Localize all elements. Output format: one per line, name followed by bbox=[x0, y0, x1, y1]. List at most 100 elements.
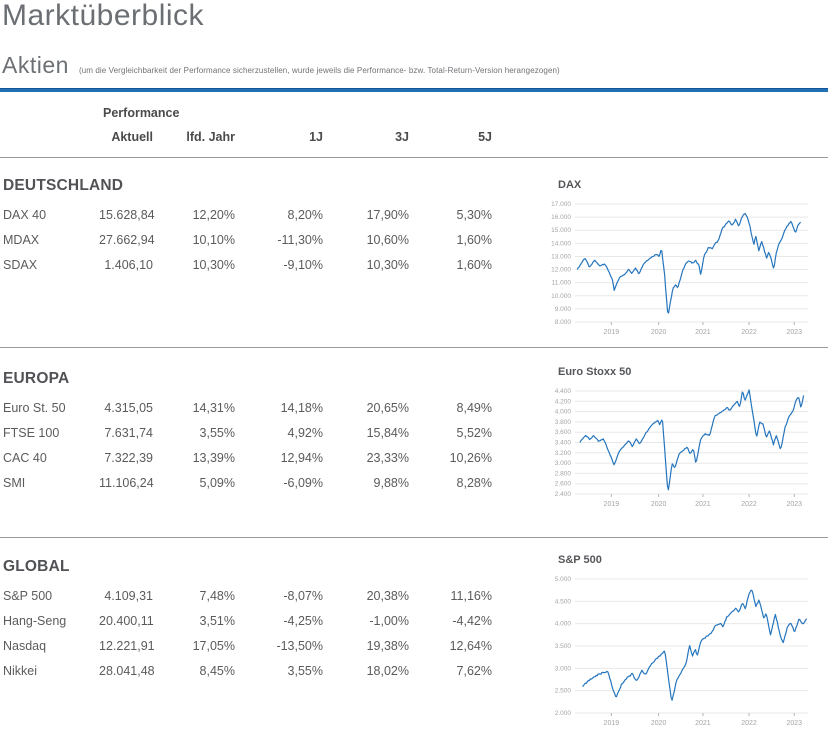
row-value: 10,30% bbox=[192, 258, 235, 272]
aktien-heading: Aktien bbox=[2, 52, 69, 78]
table-row-nasdaq: Nasdaq 12.221,91 17,05% -13,50% 19,38% 12,64% bbox=[3, 634, 492, 659]
row-value: 14,31% bbox=[192, 401, 235, 415]
row-value: 8,28% bbox=[456, 476, 492, 490]
row-value: 11,16% bbox=[450, 589, 492, 603]
chart-title: DAX bbox=[558, 179, 582, 191]
section-title: EUROPA bbox=[3, 370, 70, 387]
column-header-5j: 5J bbox=[478, 130, 492, 144]
svg-text:9.000: 9.000 bbox=[555, 306, 572, 313]
row-value: 12,94% bbox=[280, 451, 323, 465]
column-header-1j: 1J bbox=[309, 130, 323, 144]
row-value: 3,51% bbox=[199, 614, 235, 628]
row-label: MDAX bbox=[3, 233, 40, 247]
row-value: 28.041,48 bbox=[99, 664, 155, 678]
row-value: 5,09% bbox=[199, 476, 235, 490]
separator-line bbox=[0, 537, 828, 538]
row-value: 10,60% bbox=[366, 233, 409, 247]
svg-text:4.000: 4.000 bbox=[555, 409, 572, 416]
row-value: -4,25% bbox=[283, 614, 323, 628]
row-label: SMI bbox=[3, 476, 26, 490]
svg-text:2019: 2019 bbox=[604, 329, 620, 336]
table-row-sdax: SDAX 1.406,10 10,30% -9,10% 10,30% 1,60% bbox=[3, 253, 492, 278]
row-label: Nasdaq bbox=[3, 639, 47, 653]
table-row-mdax: MDAX 27.662,94 10,10% -11,30% 10,60% 1,60% bbox=[3, 228, 492, 253]
row-label: SDAX bbox=[3, 258, 38, 272]
svg-text:2021: 2021 bbox=[695, 501, 711, 508]
svg-text:4.000: 4.000 bbox=[555, 621, 572, 628]
performance-group-header: Performance bbox=[103, 106, 180, 120]
row-value: 20.400,11 bbox=[99, 614, 154, 628]
table-row-smi: SMI 11.106,24 5,09% -6,09% 9,88% 8,28% bbox=[3, 471, 492, 496]
svg-text:2023: 2023 bbox=[786, 329, 802, 336]
row-value: 8,45% bbox=[199, 664, 235, 678]
row-label: Hang-Seng bbox=[3, 614, 67, 628]
svg-text:2.000: 2.000 bbox=[555, 710, 572, 717]
row-value: 15,84% bbox=[366, 426, 409, 440]
chart-title: S&P 500 bbox=[558, 554, 602, 566]
table-row-hang-seng: Hang-Seng 20.400,11 3,51% -4,25% -1,00% -4,42… bbox=[3, 609, 492, 634]
svg-text:3.800: 3.800 bbox=[555, 419, 572, 426]
accent-rule bbox=[0, 88, 828, 92]
svg-text:4.400: 4.400 bbox=[555, 388, 572, 395]
row-value: 19,38% bbox=[366, 639, 409, 653]
row-value: 4.315,05 bbox=[104, 401, 153, 415]
row-value: -1,00% bbox=[369, 614, 409, 628]
table-row-nikkei: Nikkei 28.041,48 8,45% 3,55% 18,02% 7,62% bbox=[3, 659, 492, 684]
row-value: 12.221,91 bbox=[99, 639, 155, 653]
row-value: 20,65% bbox=[366, 401, 409, 415]
section-title: GLOBAL bbox=[3, 558, 70, 575]
row-label: CAC 40 bbox=[3, 451, 47, 465]
table-row-cac-40: CAC 40 7.322,39 13,39% 12,94% 23,33% 10,26% bbox=[3, 446, 492, 471]
row-value: -8,07% bbox=[283, 589, 323, 603]
row-value: 7,48% bbox=[199, 589, 235, 603]
table-row-euro-st-50: Euro St. 50 4.315,05 14,31% 14,18% 20,65% 8,4… bbox=[3, 396, 492, 421]
column-header-3j: 3J bbox=[395, 130, 409, 144]
row-value: 4,92% bbox=[287, 426, 323, 440]
separator-line bbox=[0, 157, 828, 158]
row-value: 1,60% bbox=[456, 233, 492, 247]
row-value: 7,62% bbox=[456, 664, 492, 678]
column-header-spacer bbox=[3, 128, 99, 146]
section-global: GLOBAL S&P 500 4.109,31 7,48% -8,07% 20,38% 11… bbox=[3, 557, 492, 684]
row-value: 15.628,84 bbox=[99, 208, 155, 222]
svg-text:11.000: 11.000 bbox=[552, 280, 572, 287]
row-value: 5,52% bbox=[456, 426, 492, 440]
row-value: 18,02% bbox=[366, 664, 409, 678]
table-column-headers: Aktuell lfd. Jahr 1J 3J 5J bbox=[3, 128, 492, 146]
aktien-note: (um die Vergleichbarkeit der Performance… bbox=[78, 66, 560, 75]
chart-canvas: 17.000 16.000 15.000 14.000 13.000 12.000 11.0… bbox=[551, 201, 808, 336]
row-value: 9,88% bbox=[373, 476, 409, 490]
row-label: S&P 500 bbox=[3, 589, 53, 603]
chart-canvas: 5.000 4.500 4.000 3.500 3.000 2.500 2.000 2019 2… bbox=[555, 576, 808, 727]
svg-text:17.000: 17.000 bbox=[551, 201, 571, 208]
section-deutschland: DEUTSCHLAND DAX 40 15.628,84 12,20% 8,20% 17,… bbox=[3, 176, 492, 278]
svg-text:3.000: 3.000 bbox=[555, 665, 572, 672]
row-value: 3,55% bbox=[199, 426, 235, 440]
row-label: FTSE 100 bbox=[3, 426, 60, 440]
chart-dax: DAX 17.000 16.000 15.000 14.000 13.000 12.000 1… bbox=[545, 179, 811, 339]
column-header-aktuell: Aktuell bbox=[111, 130, 153, 144]
row-value: 11.106,24 bbox=[99, 476, 154, 490]
table-row-s-p-500: S&P 500 4.109,31 7,48% -8,07% 20,38% 11,16% bbox=[3, 584, 492, 609]
svg-text:15.000: 15.000 bbox=[551, 227, 571, 234]
row-value: 12,20% bbox=[192, 208, 235, 222]
row-value: 8,49% bbox=[456, 401, 492, 415]
row-value: 1.406,10 bbox=[104, 258, 153, 272]
row-value: -11,30% bbox=[277, 233, 323, 247]
row-value: 14,18% bbox=[280, 401, 323, 415]
svg-text:4.200: 4.200 bbox=[555, 398, 572, 405]
svg-text:2021: 2021 bbox=[695, 720, 711, 727]
svg-text:2.800: 2.800 bbox=[555, 470, 572, 477]
table-row-ftse-100: FTSE 100 7.631,74 3,55% 4,92% 15,84% 5,52% bbox=[3, 421, 492, 446]
svg-text:3.400: 3.400 bbox=[555, 440, 572, 447]
chart-title: Euro Stoxx 50 bbox=[558, 366, 632, 378]
row-value: 10,26% bbox=[449, 451, 492, 465]
row-value: 4.109,31 bbox=[104, 589, 153, 603]
svg-text:13.000: 13.000 bbox=[551, 253, 571, 260]
svg-text:3.500: 3.500 bbox=[555, 643, 572, 650]
row-value: 23,33% bbox=[366, 451, 409, 465]
row-value: 7.322,39 bbox=[104, 451, 153, 465]
svg-text:2019: 2019 bbox=[604, 720, 620, 727]
svg-text:2022: 2022 bbox=[741, 501, 757, 508]
svg-text:2020: 2020 bbox=[651, 720, 667, 727]
